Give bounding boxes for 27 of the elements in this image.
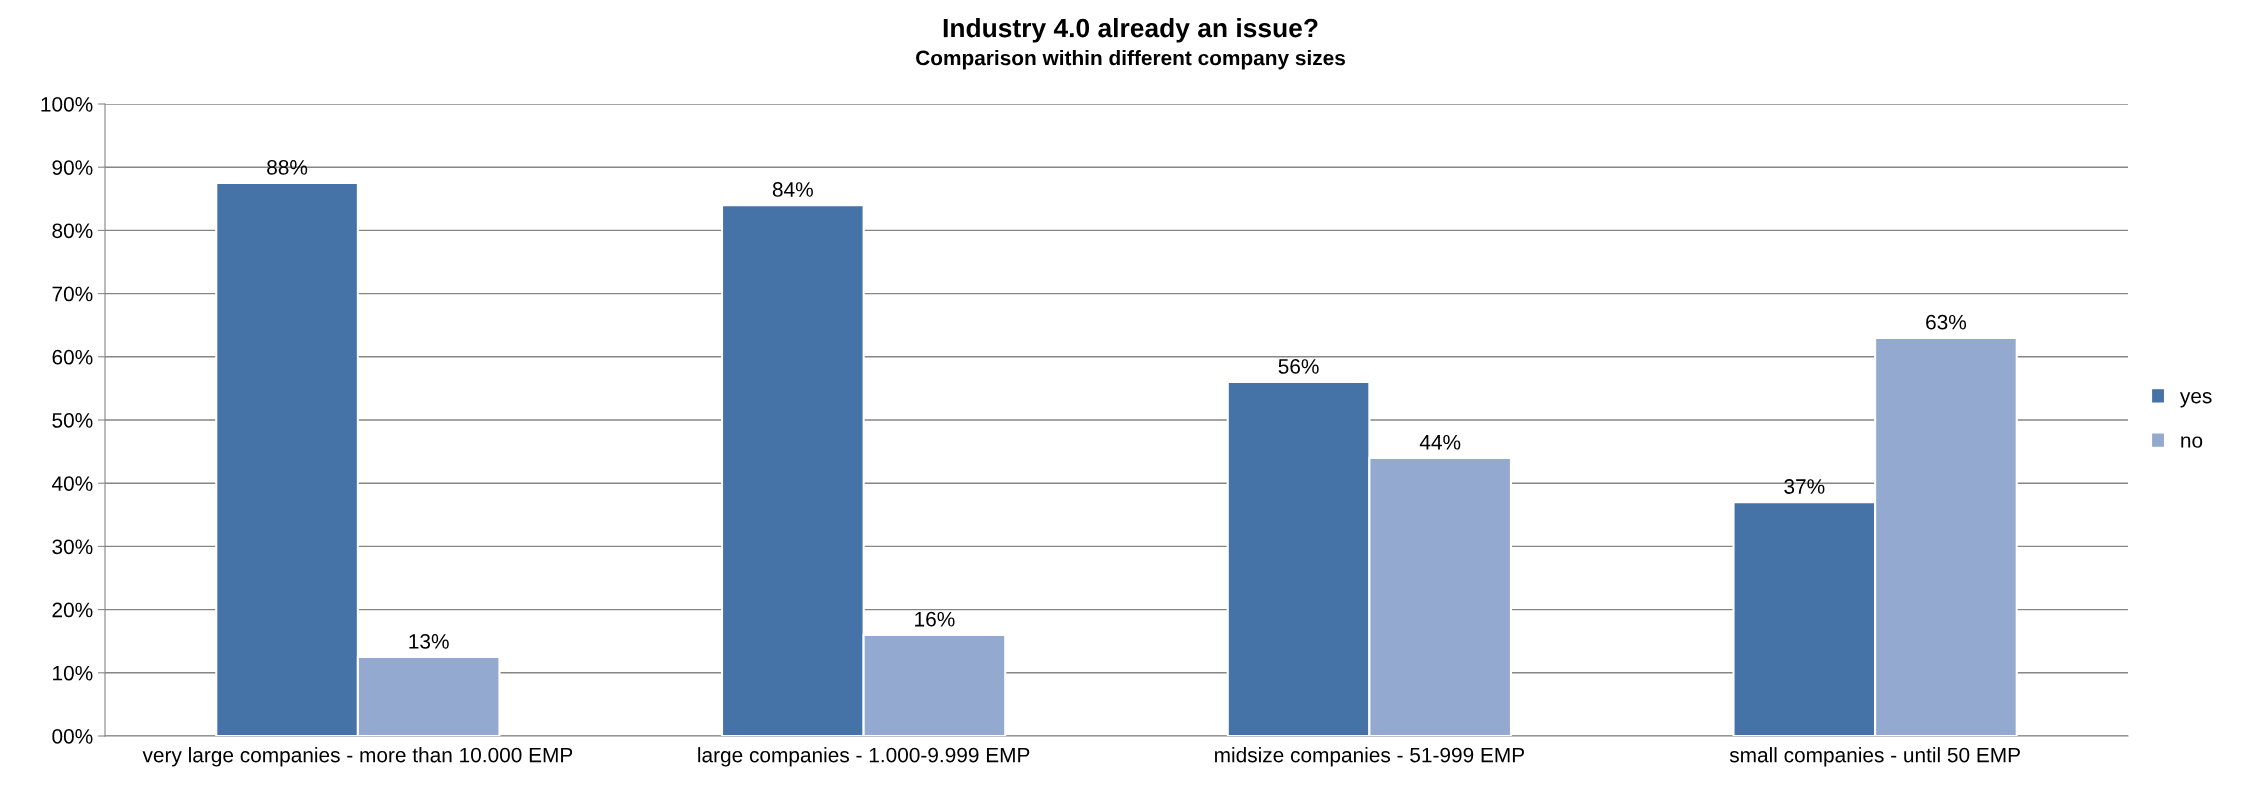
y-tick-label: 20% [52, 602, 93, 618]
y-tick-label: 40% [51, 476, 93, 491]
y-tick-label: 80% [52, 223, 93, 239]
data-label: 16% [915, 611, 955, 627]
data-label: 37% [1784, 479, 1825, 494]
y-tick-label: 10% [53, 665, 93, 681]
x-tick-label: midsize companies - 51-999 EMP [1215, 747, 1525, 767]
data-label: 63% [1926, 314, 1967, 330]
x-tick-label: small companies - until 50 EMP [1729, 747, 2020, 767]
chart-title: Industry 4.0 already an issue? [943, 18, 1318, 43]
legend-label: no [2181, 436, 2203, 448]
y-tick-label: 70% [52, 286, 93, 302]
y-tick-label: 100% [41, 97, 93, 112]
y-tick-label: 60% [52, 349, 93, 365]
y-tick-label: 50% [52, 413, 93, 428]
y-tick-label: 30% [52, 539, 93, 555]
data-label: 56% [1278, 359, 1319, 374]
data-label: 88% [267, 159, 308, 175]
chart-subtitle: Comparison within different company sizes [916, 50, 1345, 70]
data-label: 44% [1419, 434, 1461, 450]
x-tick-label: large companies - 1.000-9.999 EMP [698, 747, 1030, 767]
y-tick-label: 90% [52, 160, 93, 175]
legend-label: yes [2179, 391, 2212, 408]
y-tick-label: 00% [52, 729, 93, 744]
data-label: 13% [409, 633, 449, 649]
data-label: 84% [772, 182, 813, 197]
x-tick-label: very large companies - more than 10.000 EMP [142, 747, 573, 767]
